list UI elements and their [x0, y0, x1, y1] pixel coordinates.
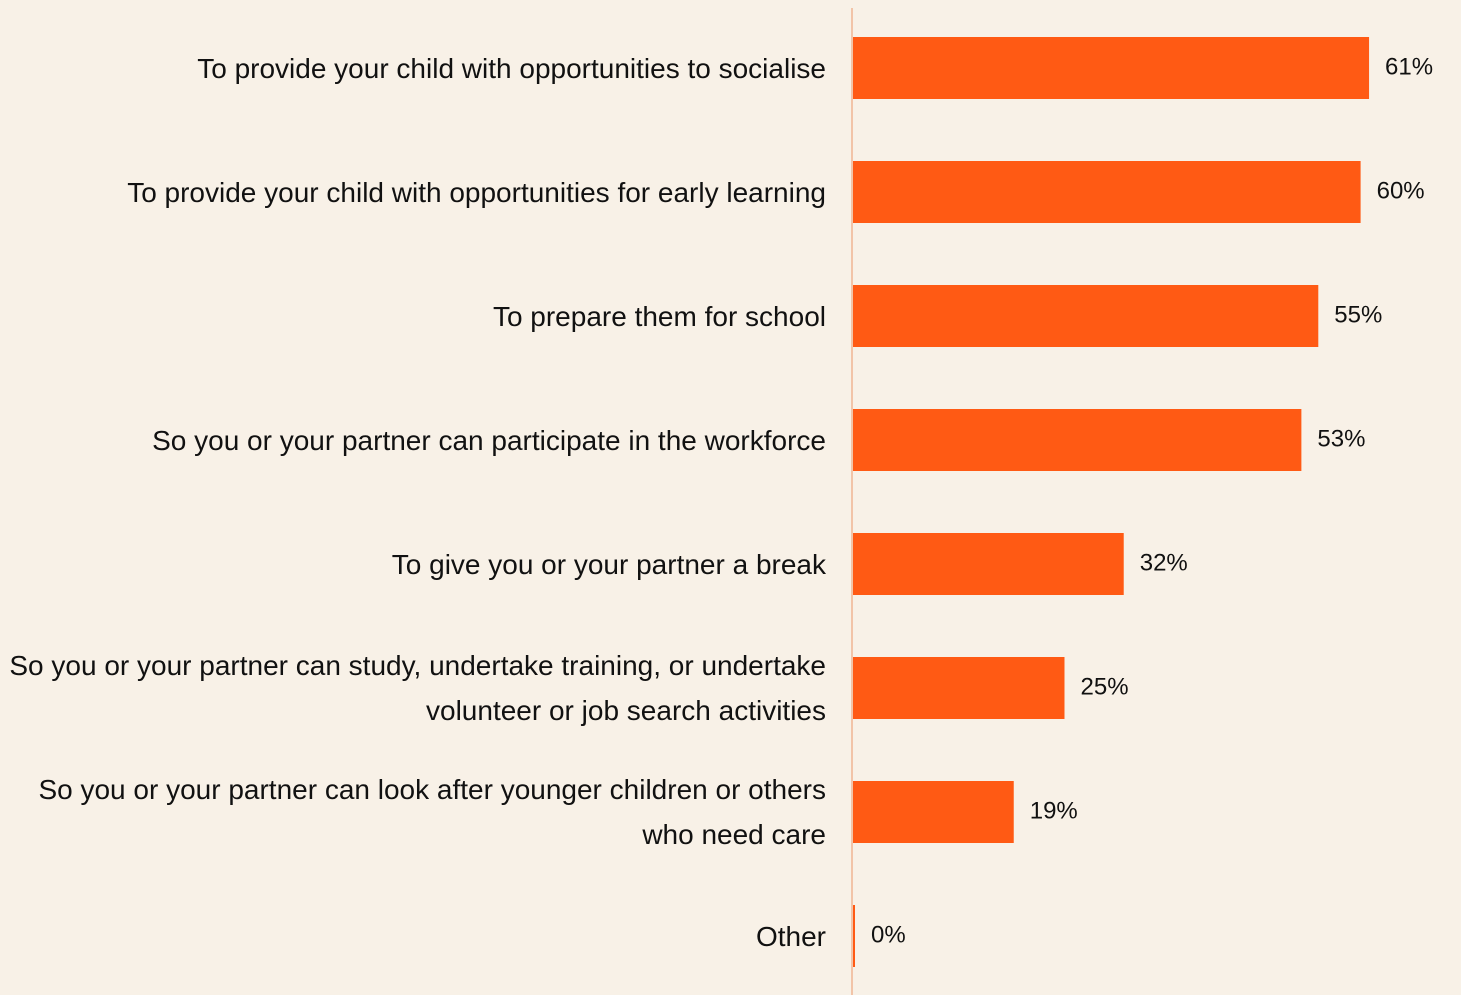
- value-label: 19%: [1030, 797, 1078, 824]
- bar: [853, 657, 1065, 719]
- category-label: To prepare them for school: [492, 300, 826, 332]
- bar: [853, 781, 1014, 843]
- bar: [853, 905, 855, 967]
- value-label: 0%: [871, 921, 906, 948]
- bar: [853, 161, 1361, 223]
- value-label: 55%: [1334, 301, 1382, 328]
- bar: [853, 37, 1370, 99]
- category-label: So you or your partner can participate i…: [152, 424, 826, 456]
- bar: [853, 409, 1302, 471]
- value-label: 53%: [1317, 425, 1365, 452]
- category-label: So you or your partner can look after yo…: [38, 774, 826, 850]
- value-label: 61%: [1385, 53, 1433, 80]
- category-label: Other: [755, 920, 826, 952]
- bar: [853, 533, 1124, 595]
- bar: [853, 285, 1319, 347]
- value-label: 25%: [1081, 673, 1129, 700]
- category-label: So you or your partner can study, undert…: [9, 650, 826, 726]
- value-label: 60%: [1377, 177, 1425, 204]
- category-label: To give you or your partner a break: [391, 548, 826, 580]
- category-label: To provide your child with opportunities…: [197, 52, 826, 84]
- category-label: To provide your child with opportunities…: [127, 176, 826, 208]
- value-label: 32%: [1140, 549, 1188, 576]
